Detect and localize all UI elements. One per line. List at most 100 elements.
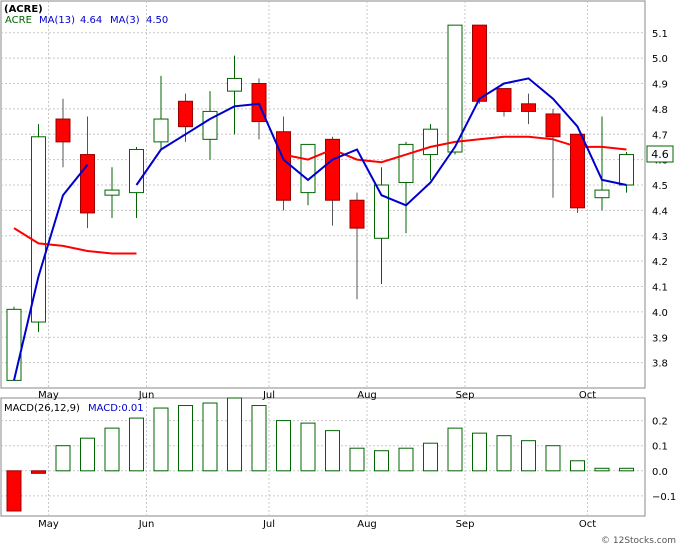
price-y-tick-label: 3.8 bbox=[652, 359, 668, 370]
macd-bar bbox=[619, 467, 634, 472]
ma3-line bbox=[13, 164, 89, 381]
price-y-tick-label: 4.5 bbox=[652, 181, 668, 192]
macd-bar bbox=[545, 445, 561, 472]
candle-body bbox=[619, 154, 634, 186]
candle-body bbox=[423, 128, 438, 156]
macd-bar bbox=[447, 427, 463, 472]
price-panel-frame bbox=[0, 0, 646, 389]
y-tick-labels: 3.8 3.9 4.0 4.1 4.2 4.3 4.4 4.5 4.6 4.7 4.8 4.9 5.0 5… bbox=[652, 29, 676, 503]
candle-body bbox=[178, 100, 193, 128]
legend-ma13-value: 4.64 bbox=[80, 15, 102, 26]
price-x-tick-label: Jul bbox=[262, 390, 275, 401]
candle-body bbox=[227, 77, 242, 92]
macd-bar bbox=[521, 440, 536, 472]
watermark: © 12Stocks.com bbox=[601, 536, 676, 546]
price-y-tick-label: 4.2 bbox=[652, 257, 668, 268]
candle-body bbox=[594, 189, 610, 199]
price-y-tick-label: 4.4 bbox=[652, 206, 668, 217]
macd-value-label: MACD:0.01 bbox=[88, 403, 144, 414]
macd-bar bbox=[496, 435, 512, 472]
x-tick-labels: May May Jun Jun Jul Jul Aug Aug Sep Sep Oct Oct bbox=[38, 390, 596, 530]
legend-ma13: MA(13) bbox=[39, 15, 75, 26]
macd-bar bbox=[251, 405, 267, 472]
price-x-tick-label: Sep bbox=[456, 390, 475, 401]
moving-average-lines bbox=[13, 77, 627, 381]
price-x-tick-label: Oct bbox=[579, 390, 596, 401]
macd-bar bbox=[594, 467, 610, 472]
macd-x-tick-label: Sep bbox=[456, 519, 475, 530]
macd-bar bbox=[104, 427, 120, 472]
candle-body bbox=[325, 138, 340, 201]
macd-grid bbox=[1, 398, 645, 516]
macd-bar bbox=[349, 447, 365, 472]
macd-bar bbox=[6, 470, 22, 512]
price-x-tick-label: Jun bbox=[138, 390, 155, 401]
price-y-tick-label: 3.9 bbox=[652, 333, 668, 344]
macd-x-tick-label: Jun bbox=[138, 519, 155, 530]
macd-bar bbox=[570, 460, 585, 472]
macd-bar bbox=[300, 422, 316, 472]
macd-bar bbox=[325, 430, 340, 472]
macd-bar bbox=[374, 450, 389, 472]
candle-body bbox=[472, 24, 487, 102]
candle-body bbox=[153, 118, 169, 143]
macd-bar bbox=[423, 442, 438, 472]
price-y-tick-label: 4.8 bbox=[652, 105, 668, 116]
price-y-tick-label: 4.9 bbox=[652, 80, 668, 91]
legend-ma3: MA(3) bbox=[110, 15, 140, 26]
last-price-label: 4.6 bbox=[651, 148, 669, 161]
macd-bar bbox=[153, 407, 169, 472]
last-price-box bbox=[646, 145, 674, 163]
macd-y-tick-label: 0.2 bbox=[652, 417, 668, 428]
last-price-marker: 4.6 bbox=[646, 145, 674, 163]
macd-x-tick-label: Jul bbox=[262, 519, 275, 530]
macd-bar bbox=[129, 417, 144, 472]
candle-body bbox=[300, 143, 316, 194]
macd-bar bbox=[178, 405, 193, 472]
legend-ticker: ACRE bbox=[5, 15, 32, 26]
macd-bar bbox=[55, 445, 71, 472]
price-x-tick-label: May bbox=[38, 390, 59, 401]
candle-body bbox=[6, 308, 22, 381]
price-y-tick-label: 4.3 bbox=[652, 232, 668, 243]
legend-ma3-value: 4.50 bbox=[146, 15, 168, 26]
macd-x-tick-label: Aug bbox=[357, 519, 377, 530]
candle-body bbox=[202, 110, 218, 140]
price-y-tick-label: 4.0 bbox=[652, 308, 668, 319]
macd-bar bbox=[80, 437, 95, 472]
macd-bar bbox=[202, 402, 218, 472]
price-grid bbox=[1, 1, 645, 388]
macd-label: MACD(26,12,9) bbox=[4, 403, 80, 414]
chart-title: (ACRE) bbox=[4, 4, 43, 15]
macd-bar bbox=[276, 420, 291, 472]
macd-x-tick-label: Oct bbox=[579, 519, 596, 530]
macd-bars bbox=[6, 397, 634, 512]
ma3-line bbox=[135, 77, 627, 207]
candle-body bbox=[496, 88, 512, 112]
price-y-tick-label: 4.7 bbox=[652, 130, 668, 141]
candle-body bbox=[545, 113, 561, 138]
price-y-tick-label: 5.1 bbox=[652, 29, 668, 40]
candle-body bbox=[31, 136, 46, 323]
price-y-tick-label: 4.1 bbox=[652, 283, 668, 294]
macd-bar bbox=[227, 397, 242, 472]
candle-body bbox=[55, 118, 71, 143]
candle-body bbox=[104, 189, 120, 196]
macd-bar bbox=[398, 447, 414, 472]
price-x-tick-label: Aug bbox=[357, 390, 377, 401]
candle-body bbox=[447, 24, 463, 153]
macd-y-tick-label: 0.1 bbox=[652, 442, 668, 453]
macd-bar bbox=[472, 432, 487, 472]
candle-body bbox=[398, 143, 414, 183]
candle-body bbox=[521, 103, 536, 112]
candle-body bbox=[80, 154, 95, 214]
ma13-line bbox=[283, 135, 627, 164]
candle-body bbox=[349, 199, 365, 229]
candle-body bbox=[276, 131, 291, 201]
candle-body bbox=[129, 148, 144, 194]
macd-y-tick-label: 0.0 bbox=[652, 467, 668, 478]
macd-x-tick-label: May bbox=[38, 519, 59, 530]
candle-body bbox=[374, 184, 389, 239]
